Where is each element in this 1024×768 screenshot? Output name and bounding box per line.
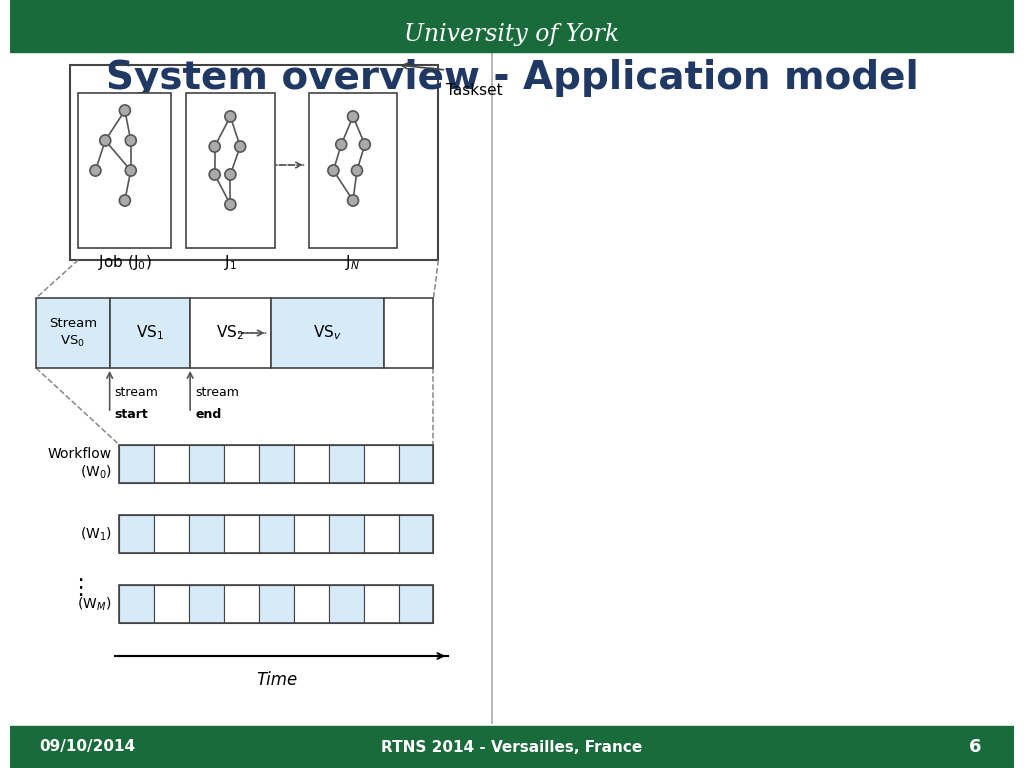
Circle shape	[125, 165, 136, 176]
Bar	[155, 515, 189, 553]
Bar	[9, 0, 1015, 52]
Bar	[189, 445, 224, 483]
Circle shape	[234, 141, 246, 152]
Text: (W$_M$): (W$_M$)	[78, 595, 112, 613]
Bar	[120, 515, 433, 553]
Circle shape	[125, 135, 136, 146]
Bar	[364, 515, 398, 553]
Text: (W$_1$): (W$_1$)	[80, 525, 112, 543]
Bar	[329, 445, 364, 483]
Bar	[9, 726, 1015, 768]
Bar	[120, 585, 155, 623]
Text: start: start	[115, 409, 148, 422]
Bar	[259, 445, 294, 483]
Bar	[120, 445, 433, 483]
Text: ⋮: ⋮	[69, 578, 91, 598]
Bar	[329, 515, 364, 553]
Bar	[398, 515, 433, 553]
Bar	[224, 515, 259, 553]
Circle shape	[347, 111, 358, 122]
Text: stream: stream	[115, 386, 159, 399]
Text: VS$_2$: VS$_2$	[216, 323, 245, 343]
Text: System overview - Application model: System overview - Application model	[105, 59, 919, 97]
Text: Stream
VS$_0$: Stream VS$_0$	[49, 317, 97, 349]
Bar	[155, 445, 189, 483]
FancyBboxPatch shape	[78, 93, 171, 248]
Bar	[120, 515, 155, 553]
Circle shape	[120, 195, 130, 206]
Circle shape	[225, 111, 236, 122]
Bar	[294, 585, 329, 623]
Text: University of York: University of York	[404, 22, 620, 45]
Text: stream: stream	[195, 386, 239, 399]
Circle shape	[328, 165, 339, 176]
Bar	[189, 585, 224, 623]
Bar	[364, 585, 398, 623]
Text: Time: Time	[256, 671, 297, 689]
Text: Taskset: Taskset	[446, 83, 503, 98]
Text: end: end	[195, 409, 221, 422]
Circle shape	[351, 165, 362, 176]
Circle shape	[225, 199, 236, 210]
Circle shape	[336, 139, 347, 150]
Bar	[384, 298, 433, 368]
Bar	[110, 298, 190, 368]
Bar	[364, 445, 398, 483]
Bar	[259, 515, 294, 553]
Circle shape	[359, 139, 371, 150]
FancyBboxPatch shape	[186, 93, 274, 248]
Bar	[270, 298, 384, 368]
Bar	[224, 585, 259, 623]
Circle shape	[209, 169, 220, 180]
Text: Workflow
(W$_0$): Workflow (W$_0$)	[47, 447, 112, 481]
Text: J$_N$: J$_N$	[345, 253, 360, 272]
Bar	[155, 585, 189, 623]
Circle shape	[120, 105, 130, 116]
Circle shape	[90, 165, 101, 176]
Text: RTNS 2014 - Versailles, France: RTNS 2014 - Versailles, France	[381, 740, 643, 754]
Bar	[120, 585, 433, 623]
FancyBboxPatch shape	[71, 65, 438, 260]
Bar	[189, 515, 224, 553]
Text: J$_1$: J$_1$	[224, 253, 237, 272]
Bar	[224, 445, 259, 483]
Circle shape	[347, 195, 358, 206]
FancyBboxPatch shape	[309, 93, 397, 248]
Circle shape	[225, 169, 236, 180]
Text: 09/10/2014: 09/10/2014	[39, 740, 135, 754]
Circle shape	[99, 135, 111, 146]
Circle shape	[209, 141, 220, 152]
Bar	[294, 515, 329, 553]
Bar	[329, 585, 364, 623]
Bar	[36, 298, 110, 368]
Text: VS$_v$: VS$_v$	[313, 323, 342, 343]
Bar	[190, 298, 270, 368]
Bar	[259, 585, 294, 623]
Bar	[294, 445, 329, 483]
Bar	[398, 445, 433, 483]
Bar	[120, 445, 155, 483]
Text: VS$_1$: VS$_1$	[136, 323, 164, 343]
Text: Job (J$_0$): Job (J$_0$)	[98, 253, 152, 272]
Text: 6: 6	[969, 738, 981, 756]
Bar	[398, 585, 433, 623]
